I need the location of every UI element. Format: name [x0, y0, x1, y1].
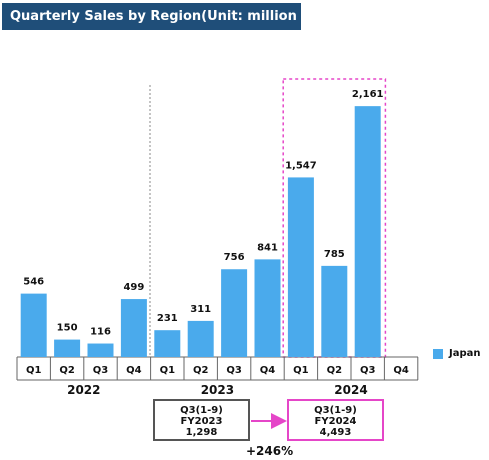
bar — [287, 177, 314, 357]
fy2023-total: 1,298 — [185, 427, 218, 438]
data-label: 1,547 — [285, 160, 317, 171]
x-tick-label: Q2 — [327, 365, 343, 376]
bar — [120, 299, 147, 357]
data-label: 546 — [23, 277, 44, 288]
x-tick-label: Q3 — [360, 365, 376, 376]
x-tick-label: Q1 — [26, 365, 42, 376]
bar — [354, 106, 381, 358]
legend-swatch — [433, 348, 443, 359]
year-label: 2023 — [201, 383, 234, 397]
x-tick-label: Q4 — [260, 365, 276, 376]
year-label: 2022 — [67, 383, 100, 397]
x-tick-label: Q3 — [93, 365, 109, 376]
data-label: 150 — [57, 323, 78, 334]
fy2024-total: 4,493 — [319, 427, 352, 438]
data-label: 756 — [224, 252, 245, 263]
year-label: 2024 — [334, 383, 367, 397]
data-label: 231 — [157, 313, 178, 324]
x-tick-label: Q4 — [126, 365, 142, 376]
bar — [221, 269, 248, 357]
fy2023-period: Q3(1-9) — [180, 405, 223, 416]
fy2023-summary-box: Q3(1-9) FY2023 1,298 — [153, 399, 250, 441]
x-tick-label: Q3 — [226, 365, 242, 376]
x-tick-label: Q2 — [59, 365, 75, 376]
x-tick-label: Q1 — [293, 365, 309, 376]
data-label: 841 — [257, 242, 278, 253]
legend-label: Japan — [449, 348, 481, 359]
fy2023-year: FY2023 — [180, 416, 223, 427]
x-tick-label: Q1 — [160, 365, 176, 376]
data-label: 785 — [324, 249, 345, 260]
bar — [20, 293, 47, 357]
legend: Japan — [433, 348, 481, 359]
bar — [254, 259, 281, 357]
x-tick-label: Q4 — [393, 365, 409, 376]
growth-rate: +246% — [246, 444, 294, 458]
fy2024-year: FY2024 — [314, 416, 357, 427]
data-label: 116 — [90, 327, 111, 338]
data-label: 499 — [123, 282, 144, 293]
chart-title: Quarterly Sales by Region(Unit: million … — [2, 3, 334, 30]
bar — [154, 330, 181, 357]
data-label: 311 — [190, 304, 211, 315]
bar — [187, 320, 214, 357]
bar — [54, 339, 81, 357]
bar — [87, 343, 114, 357]
fy2024-summary-box: Q3(1-9) FY2024 4,493 — [287, 399, 384, 441]
x-tick-label: Q2 — [193, 365, 209, 376]
data-label: 2,161 — [352, 89, 384, 100]
bar — [321, 265, 348, 357]
fy2024-period: Q3(1-9) — [314, 405, 357, 416]
highlight-frame — [282, 78, 387, 358]
